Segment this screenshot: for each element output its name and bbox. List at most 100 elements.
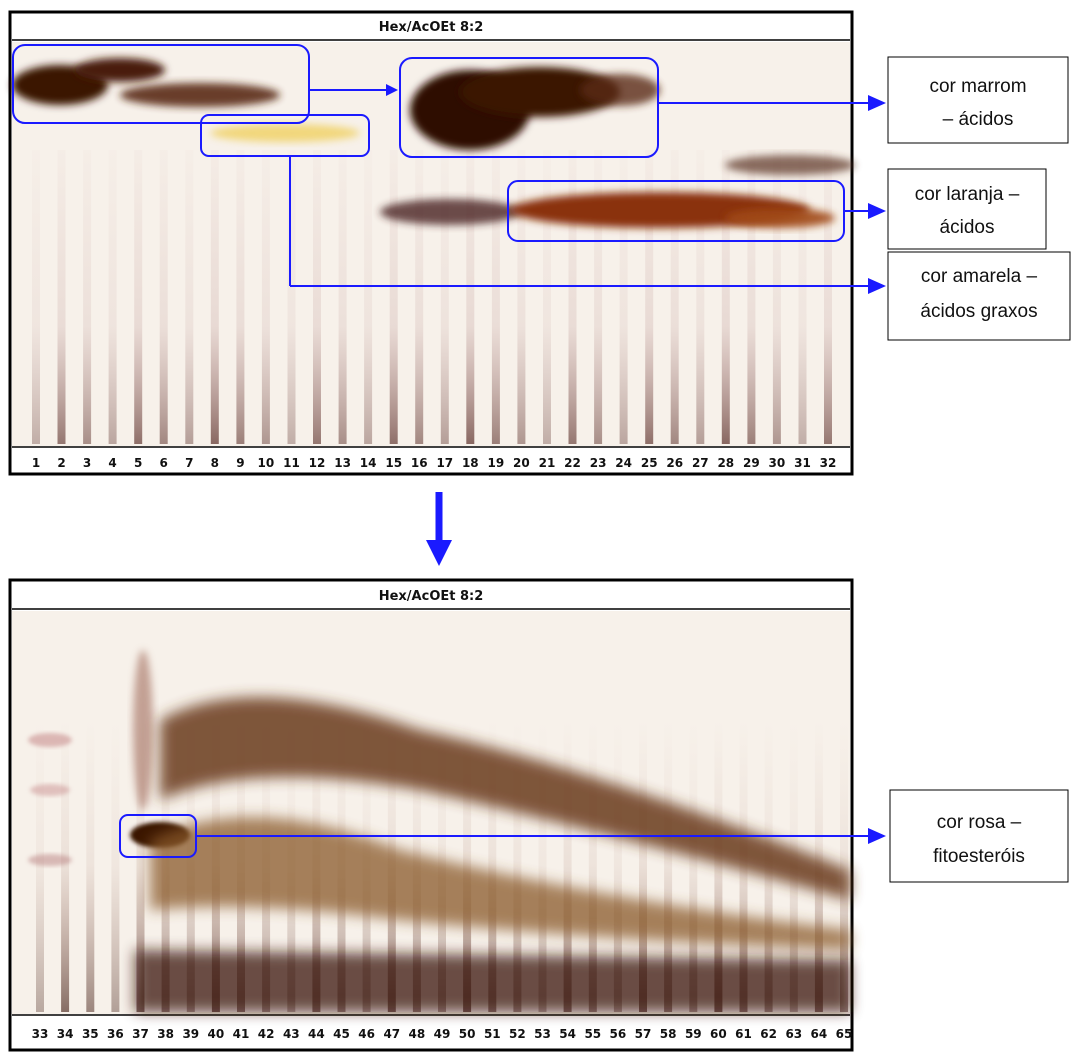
lane-streak bbox=[543, 150, 551, 444]
highlight-box-brown-left bbox=[12, 44, 310, 124]
lane-label: 21 bbox=[539, 456, 556, 470]
lane-streak bbox=[287, 150, 296, 444]
lane-streak bbox=[538, 720, 547, 1012]
lane-label: 28 bbox=[717, 456, 734, 470]
lane-streak bbox=[824, 150, 832, 444]
svg-text:cor laranja –: cor laranja – bbox=[915, 184, 1020, 205]
lane-label: 14 bbox=[360, 456, 377, 470]
plate-2: Hex/AcOEt 8:2 33 34 35 36 37 38 39 40 41 42 43 44 45… bbox=[8, 578, 854, 1052]
lane-streak bbox=[61, 720, 70, 1012]
lane-streak bbox=[568, 150, 577, 444]
lane-streak bbox=[645, 150, 654, 444]
lane-label: 4 bbox=[108, 456, 116, 470]
lane-streak bbox=[313, 150, 321, 444]
annotation-cor-laranja: cor laranja – ácidos bbox=[887, 168, 1047, 250]
lane-streak bbox=[798, 150, 807, 444]
lane-label: 3 bbox=[83, 456, 91, 470]
lane-streak bbox=[588, 720, 597, 1012]
lane-streak bbox=[488, 720, 497, 1012]
lane-streak bbox=[83, 150, 92, 444]
lane-label: 13 bbox=[334, 456, 351, 470]
highlight-box-yellow bbox=[200, 114, 370, 157]
lane-streak bbox=[721, 150, 730, 444]
lane-streak bbox=[696, 150, 705, 444]
lane-streak bbox=[613, 720, 622, 1012]
lane-label: 61 bbox=[735, 1027, 752, 1041]
lane-streak bbox=[236, 150, 245, 444]
lane-label: 35 bbox=[82, 1027, 99, 1041]
lane-label: 22 bbox=[564, 456, 581, 470]
lane-label: 56 bbox=[610, 1027, 627, 1041]
svg-text:cor marrom: cor marrom bbox=[929, 76, 1026, 97]
lane-label: 63 bbox=[785, 1027, 802, 1041]
lane-streak bbox=[108, 150, 117, 444]
svg-text:cor rosa –: cor rosa – bbox=[937, 812, 1022, 833]
connector-arrows bbox=[196, 84, 886, 844]
lane-label: 37 bbox=[132, 1027, 149, 1041]
lane-label: 26 bbox=[666, 456, 683, 470]
lane-streak bbox=[563, 720, 572, 1012]
lane-streak bbox=[639, 720, 647, 1012]
lane-label: 29 bbox=[743, 456, 760, 470]
lane-streak bbox=[185, 150, 194, 444]
lane-streak bbox=[619, 150, 628, 444]
highlight-box-brown-center bbox=[399, 57, 659, 158]
lane-label: 43 bbox=[283, 1027, 300, 1041]
lane-label: 65 bbox=[836, 1027, 853, 1041]
lane-label: 30 bbox=[769, 456, 786, 470]
lane-streak bbox=[594, 150, 603, 444]
plate-1: Hex/AcOEt 8:2 1 2 3 4 5 6 7 8 9 10 bbox=[8, 10, 855, 476]
lane-label: 16 bbox=[411, 456, 428, 470]
lane-label: 46 bbox=[358, 1027, 375, 1041]
plate-1-lane-labels: 1 2 3 4 5 6 7 8 9 10 11 12 13 14 15 16 17 18 19 20 21 22 23 24 2… bbox=[32, 456, 837, 470]
lane-label: 62 bbox=[760, 1027, 777, 1041]
annotation-cor-amarela: cor amarela – ácidos graxos bbox=[887, 251, 1071, 341]
plate-2-surface bbox=[12, 611, 850, 1014]
lane-streak bbox=[261, 150, 270, 444]
lane-label: 44 bbox=[308, 1027, 325, 1041]
lane-streak bbox=[664, 720, 673, 1012]
lane-label: 39 bbox=[182, 1027, 199, 1041]
lane-streak bbox=[714, 720, 723, 1012]
lane-streak bbox=[415, 150, 424, 444]
lane-label: 1 bbox=[32, 456, 40, 470]
lane-streak bbox=[36, 720, 44, 1012]
lane-label: 24 bbox=[615, 456, 632, 470]
lane-label: 50 bbox=[459, 1027, 476, 1041]
lane-streak bbox=[840, 720, 848, 1012]
lane-label: 32 bbox=[820, 456, 837, 470]
lane-label: 19 bbox=[488, 456, 505, 470]
lane-label: 18 bbox=[462, 456, 479, 470]
lane-streak bbox=[389, 150, 398, 444]
plate-2-spots bbox=[28, 650, 850, 1012]
lane-label: 55 bbox=[584, 1027, 601, 1041]
down-arrow-icon bbox=[426, 492, 452, 566]
plate-2-lane-labels: 33 34 35 36 37 38 39 40 41 42 43 44 45 46 47 48 49 50 51 52… bbox=[32, 1027, 853, 1041]
lane-streak bbox=[32, 150, 40, 444]
lane-streak bbox=[134, 150, 143, 444]
lane-streak bbox=[772, 150, 781, 444]
lane-label: 27 bbox=[692, 456, 709, 470]
lane-streak bbox=[210, 150, 219, 444]
lane-label: 6 bbox=[160, 456, 168, 470]
lane-label: 25 bbox=[641, 456, 658, 470]
lane-streak bbox=[338, 150, 347, 444]
lane-label: 31 bbox=[794, 456, 811, 470]
lane-label: 58 bbox=[660, 1027, 677, 1041]
lane-streak bbox=[111, 720, 120, 1012]
lane-streak bbox=[57, 150, 66, 444]
annotation-cor-marrom: cor marrom – ácidos bbox=[887, 56, 1069, 144]
lane-label: 38 bbox=[157, 1027, 174, 1041]
lane-label: 57 bbox=[635, 1027, 652, 1041]
lane-label: 53 bbox=[534, 1027, 551, 1041]
lane-streak bbox=[159, 150, 168, 444]
lane-label: 8 bbox=[211, 456, 219, 470]
svg-text:ácidos: ácidos bbox=[940, 217, 995, 238]
lane-label: 42 bbox=[258, 1027, 275, 1041]
lane-streak bbox=[670, 150, 679, 444]
lane-label: 7 bbox=[185, 456, 193, 470]
lane-label: 45 bbox=[333, 1027, 350, 1041]
lane-streak bbox=[86, 720, 95, 1012]
lane-label: 54 bbox=[559, 1027, 576, 1041]
